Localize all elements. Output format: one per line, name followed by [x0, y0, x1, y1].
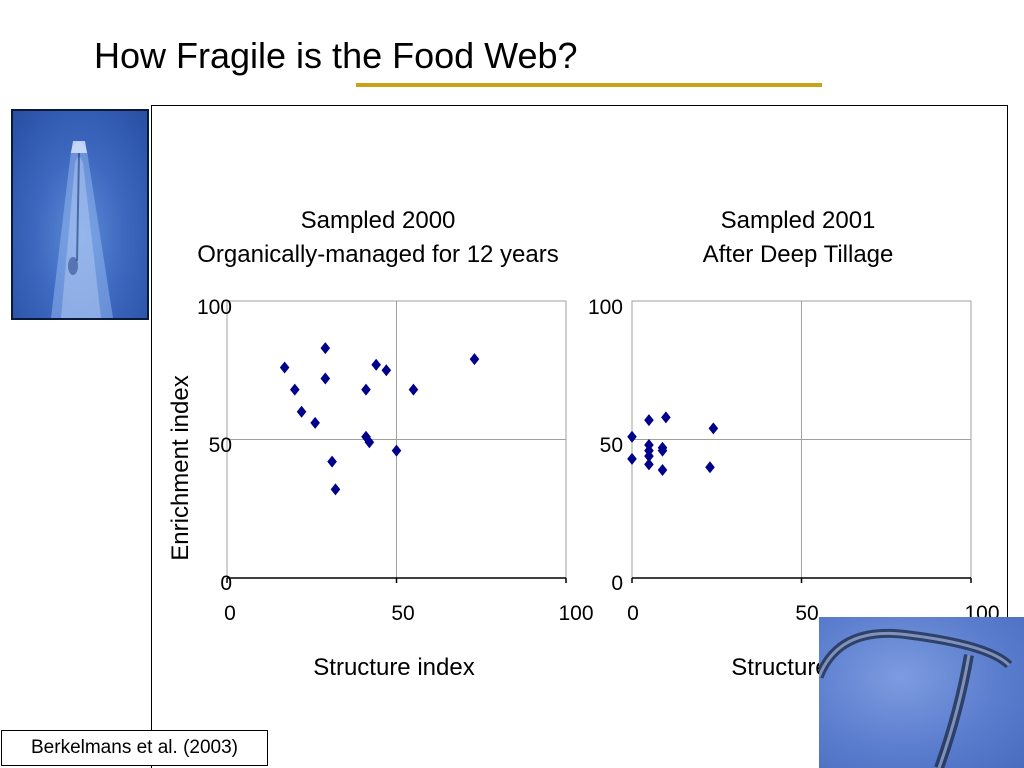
chart2-y-tick-label: 50: [600, 434, 623, 457]
chart1-y-axis-label: Enrichment index: [167, 375, 194, 560]
chart2-data-point: [627, 430, 637, 443]
title-underline: [356, 83, 822, 87]
chart1-x-tick-label: 100: [558, 602, 593, 625]
chart1-title-line: Sampled 2000: [301, 207, 456, 234]
chart2-data-point: [627, 452, 637, 465]
chart2-data-point: [644, 450, 654, 463]
chart1-data-point: [290, 383, 300, 396]
chart2-title-line: After Deep Tillage: [703, 241, 894, 268]
chart2-data-point: [661, 411, 671, 424]
chart2-data-point: [644, 414, 654, 427]
chart1-title-line: Organically-managed for 12 years: [197, 241, 559, 268]
chart1-data-point: [364, 436, 375, 449]
chart2-y-tick-label: 100: [588, 296, 623, 319]
citation-box: Berkelmans et al. (2003): [1, 730, 268, 766]
chart1-data-point: [320, 372, 331, 385]
chart2-x-tick-label: 0: [627, 602, 639, 625]
chart2-data-point: [657, 444, 668, 457]
slide-title: How Fragile is the Food Web?: [94, 35, 578, 76]
chart2-data-point: [644, 458, 654, 471]
chart1-data-point: [469, 353, 480, 366]
chart1-y-tick-label: 100: [197, 296, 232, 319]
chart1-data-point: [279, 361, 290, 374]
nematode-body-photo: [819, 617, 1024, 768]
chart1-data-point: [371, 358, 381, 371]
chart1-data-point: [361, 383, 371, 396]
chart1-y-tick-label: 50: [209, 434, 232, 457]
figure-frame: [151, 105, 1008, 768]
chart1-data-point: [330, 483, 341, 496]
chart1-y-tick-label: 0: [220, 572, 232, 595]
chart1-data-point: [361, 430, 371, 443]
chart1-x-tick-label: 0: [224, 602, 236, 625]
chart2-x-tick-label: 50: [795, 602, 818, 625]
chart2-y-tick-label: 0: [611, 572, 623, 595]
chart2-data-point: [657, 463, 668, 476]
nematode-head-photo: [11, 109, 149, 320]
chart1-data-point: [327, 455, 337, 468]
chart1-data-point: [408, 383, 419, 396]
chart1-x-tick-label: 50: [391, 602, 414, 625]
chart1-data-point: [381, 364, 392, 377]
chart2-data-point: [708, 422, 719, 435]
chart2-title-line: Sampled 2001: [721, 207, 876, 234]
chart1-x-axis-label: Structure index: [313, 654, 474, 681]
chart1-data-point: [320, 342, 331, 355]
chart1-data-point: [296, 405, 307, 418]
chart1-data-point: [391, 444, 402, 457]
chart2-data-point: [705, 461, 715, 474]
chart1-data-point: [310, 416, 320, 429]
